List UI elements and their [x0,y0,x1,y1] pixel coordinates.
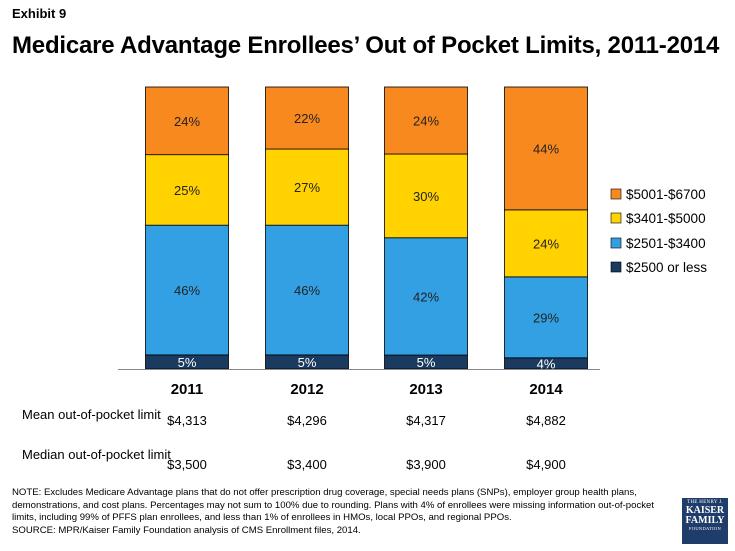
mean-value-2012: $4,296 [287,413,327,428]
bar-segment-2011-5001-6700 [145,86,229,156]
data-label-2012-2500-or-less: 5% [298,355,317,370]
logo-line-3: FAMILY [685,515,725,526]
bar-segment-2012-5001-6700 [265,86,349,150]
legend-label-2501-3400: $2501-$3400 [626,236,706,251]
x-tick-label-2011: 2011 [171,381,204,398]
data-label-2013-3401-5000: 30% [413,189,439,204]
data-label-2013-2500-or-less: 5% [417,355,436,370]
legend-swatch-2500-or-less [610,261,622,273]
legend-label-3401-5000: $3401-$5000 [626,211,706,226]
legend-swatch-3401-5000 [610,212,622,224]
bar-segment-2012-2501-3400 [265,224,349,356]
data-label-2011-3401-5000: 25% [174,183,200,198]
data-label-2014-3401-5000: 24% [533,236,559,251]
bar-segment-2013-2501-3400 [384,237,468,356]
footnote: NOTE: Excludes Medicare Advantage plans … [12,487,677,537]
bar-segment-2013-3401-5000 [384,153,468,239]
logo-line-1: THE HENRY J. [687,500,723,505]
median-value-2014: $4,900 [526,457,566,472]
data-label-2011-5001-6700: 24% [174,114,200,129]
data-label-2011-2501-3400: 46% [174,283,200,298]
mean-value-2011: $4,313 [167,413,207,428]
median-value-2013: $3,900 [406,457,446,472]
legend-label-2500-or-less: $2500 or less [626,260,707,275]
legend-swatch-5001-6700 [610,188,622,200]
data-label-2013-2501-3400: 42% [413,289,439,304]
data-label-2012-5001-6700: 22% [294,111,320,126]
bar-segment-2014-3401-5000 [504,209,588,278]
data-label-2014-2501-3400: 29% [533,310,559,325]
x-tick-label-2012: 2012 [290,381,323,398]
logo-line-4: FOUNDATION [689,526,721,531]
chart-title: Medicare Advantage Enrollees’ Out of Poc… [12,32,720,59]
data-label-2013-5001-6700: 24% [413,114,439,129]
bar-segment-2011-2501-3400 [145,224,229,356]
bar-segment-2014-5001-6700 [504,86,588,211]
bar-segment-2014-2501-3400 [504,276,588,359]
mean-row-label: Mean out-of-pocket limit [22,407,161,422]
logo-line-2: KAISER [685,505,725,516]
exhibit-label: Exhibit 9 [12,6,67,21]
x-tick-label-2013: 2013 [409,381,442,398]
legend-label-5001-6700: $5001-$6700 [626,187,706,202]
data-label-2012-2501-3400: 46% [294,283,320,298]
data-label-2014-5001-6700: 44% [533,141,559,156]
x-tick-label-2014: 2014 [529,381,563,398]
median-row-label: Median out-of-pocket limit [22,447,171,462]
kff-logo: THE HENRY J. KAISER FAMILY FOUNDATION [682,498,728,544]
stacked-bar-chart: 5% 46% 25% 24% 2011 5% 46% 27% 22% 2012 5% 42% 30% 24… [118,86,707,398]
note-text: NOTE: Excludes Medicare Advantage plans … [12,487,655,524]
data-label-2012-3401-5000: 27% [294,180,320,195]
bar-segment-2012-3401-5000 [265,148,349,226]
bar-segment-2011-3401-5000 [145,154,229,226]
mean-value-2013: $4,317 [406,413,446,428]
source-text: SOURCE: MPR/Kaiser Family Foundation ana… [12,524,361,536]
median-value-2011: $3,500 [167,457,207,472]
data-label-2014-2500-or-less: 4% [537,356,556,371]
median-value-2012: $3,400 [287,457,327,472]
data-label-2011-2500-or-less: 5% [178,355,197,370]
legend-swatch-2501-3400 [610,237,622,249]
mean-value-2014: $4,882 [526,413,566,428]
bar-segment-2013-5001-6700 [384,86,468,155]
